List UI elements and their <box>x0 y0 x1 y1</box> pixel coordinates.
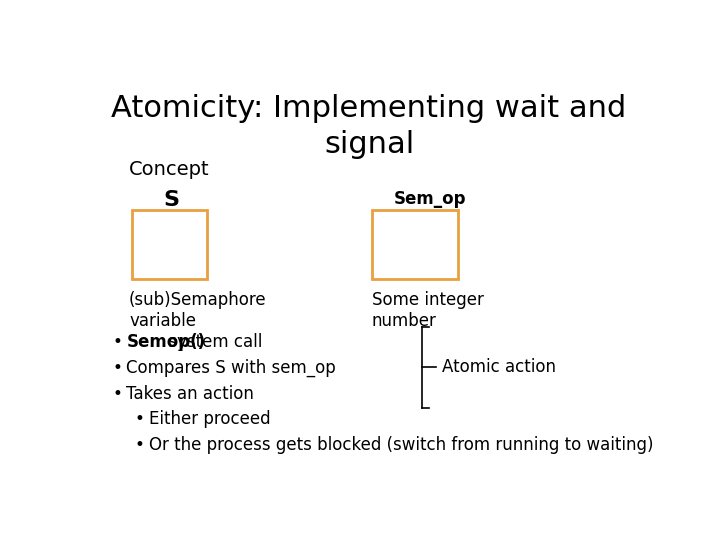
Text: •: • <box>112 384 122 402</box>
Text: Concept: Concept <box>129 160 210 179</box>
Text: •: • <box>112 333 122 351</box>
Text: Sem_op: Sem_op <box>394 190 467 207</box>
Text: Takes an action: Takes an action <box>126 384 254 402</box>
Text: system call: system call <box>163 333 263 351</box>
Text: Either proceed: Either proceed <box>148 410 270 428</box>
Bar <box>372 210 459 279</box>
Text: Atomic action: Atomic action <box>441 359 556 376</box>
Text: Or the process gets blocked (switch from running to waiting): Or the process gets blocked (switch from… <box>148 436 653 454</box>
Text: Atomicity: Implementing wait and
signal: Atomicity: Implementing wait and signal <box>112 94 626 159</box>
Text: •: • <box>135 436 145 454</box>
Text: S: S <box>163 190 179 210</box>
Text: Semop(): Semop() <box>126 333 205 351</box>
Text: Some integer
number: Some integer number <box>372 292 484 330</box>
Text: •: • <box>135 410 145 428</box>
Text: •: • <box>112 359 122 377</box>
Bar <box>132 210 207 279</box>
Text: Compares S with sem_op: Compares S with sem_op <box>126 359 336 377</box>
Text: (sub)Semaphore
variable: (sub)Semaphore variable <box>129 292 266 330</box>
